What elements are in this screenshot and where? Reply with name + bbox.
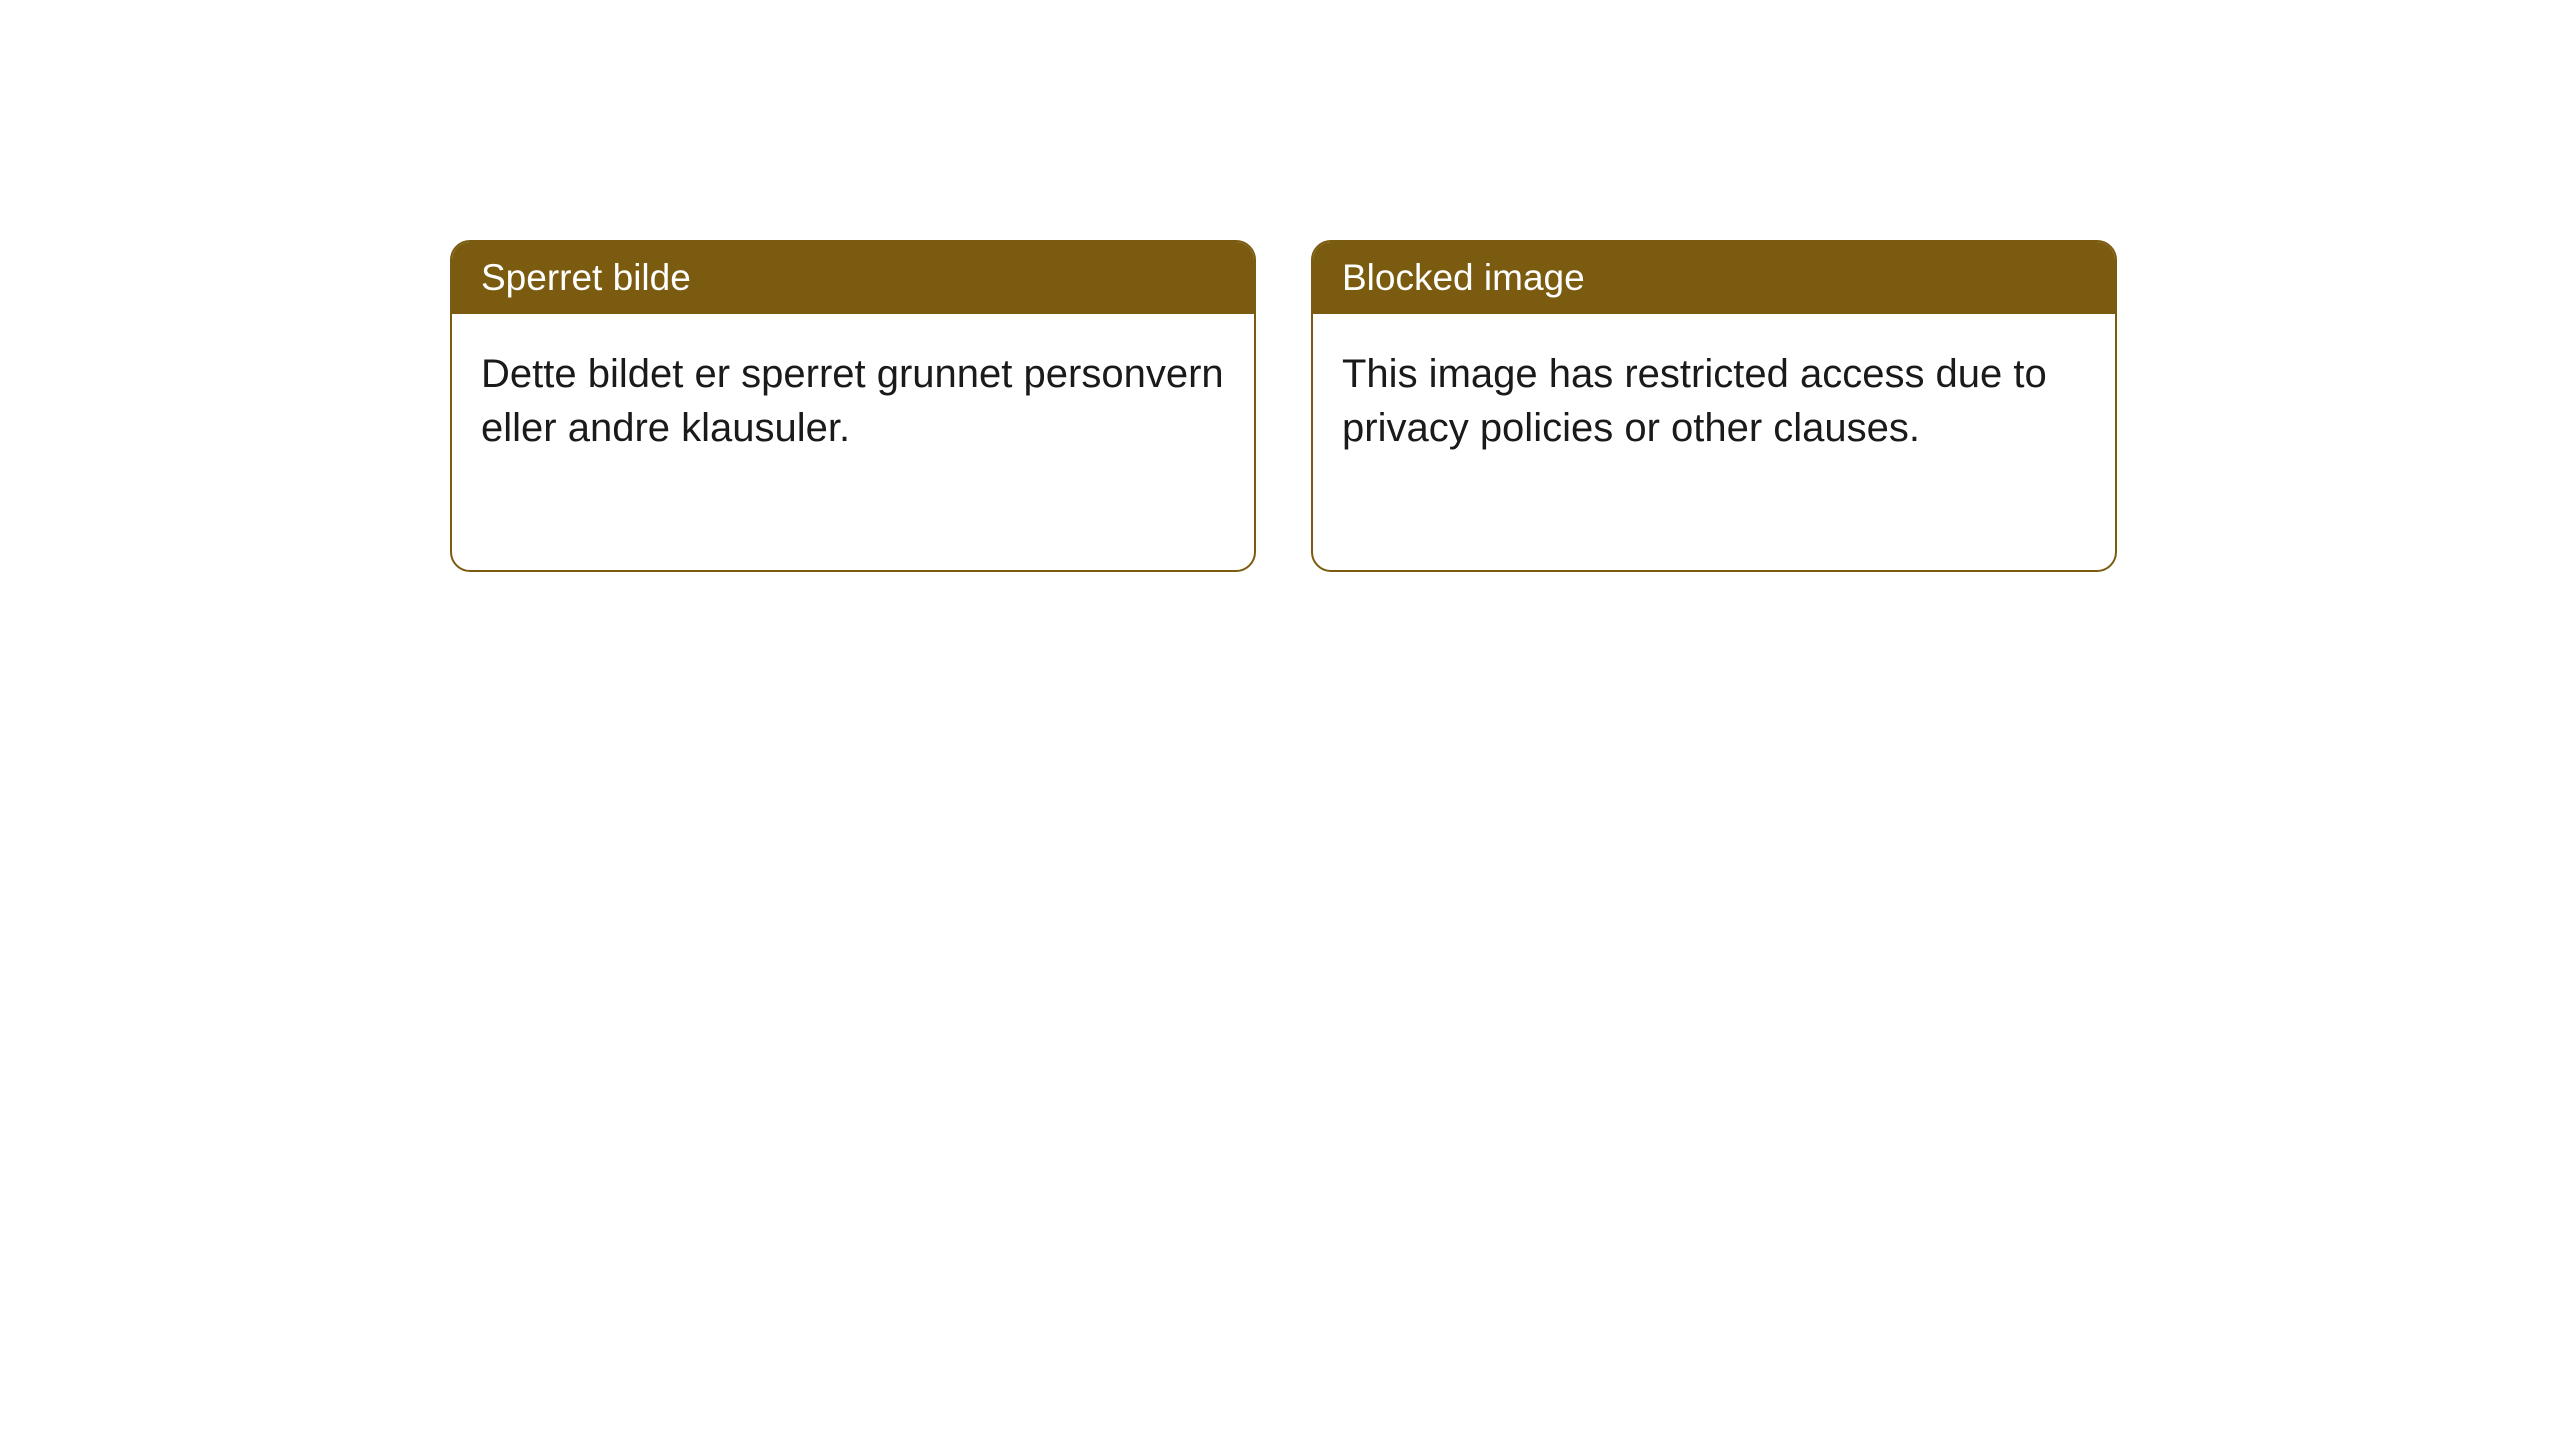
- card-body: Dette bildet er sperret grunnet personve…: [452, 314, 1254, 488]
- card-header: Blocked image: [1313, 242, 2115, 314]
- notice-card-english: Blocked image This image has restricted …: [1311, 240, 2117, 572]
- card-body: This image has restricted access due to …: [1313, 314, 2115, 488]
- notice-card-norwegian: Sperret bilde Dette bildet er sperret gr…: [450, 240, 1256, 572]
- card-title: Sperret bilde: [481, 257, 691, 298]
- card-header: Sperret bilde: [452, 242, 1254, 314]
- card-title: Blocked image: [1342, 257, 1585, 298]
- card-body-text: This image has restricted access due to …: [1342, 352, 2047, 450]
- notice-cards-container: Sperret bilde Dette bildet er sperret gr…: [450, 240, 2117, 572]
- card-body-text: Dette bildet er sperret grunnet personve…: [481, 352, 1224, 450]
